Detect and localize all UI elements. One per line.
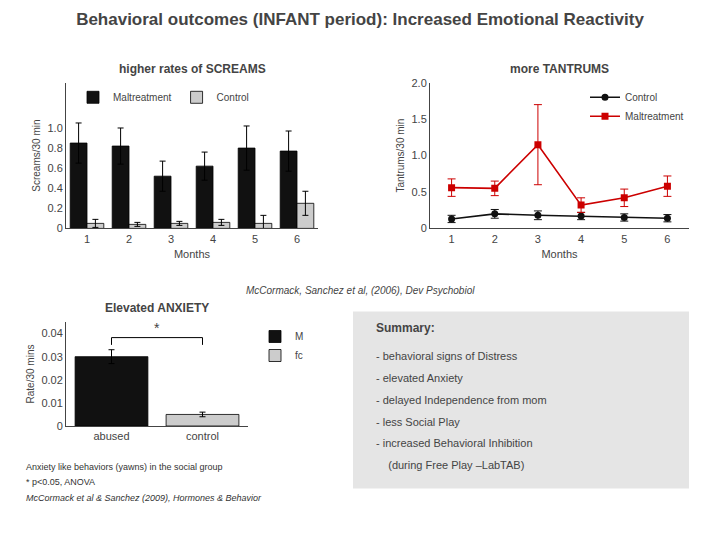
svg-text:Behavioral outcomes (INFANT pe: Behavioral outcomes (INFANT period): Inc… <box>76 10 644 29</box>
svg-text:0.6: 0.6 <box>48 162 63 174</box>
svg-text:1.0: 1.0 <box>412 149 427 161</box>
svg-text:1: 1 <box>449 233 455 245</box>
svg-text:Months: Months <box>541 248 578 260</box>
svg-text:0.5: 0.5 <box>412 186 427 198</box>
svg-text:Months: Months <box>174 248 211 260</box>
svg-text:0: 0 <box>57 420 63 432</box>
svg-text:0.02: 0.02 <box>41 374 62 386</box>
svg-text:Maltreatment: Maltreatment <box>625 111 684 122</box>
svg-text:1.0: 1.0 <box>48 122 63 134</box>
svg-text:Control: Control <box>217 92 249 103</box>
svg-text:0: 0 <box>57 222 63 234</box>
svg-text:1: 1 <box>84 233 90 245</box>
svg-text:Maltreatment: Maltreatment <box>113 92 172 103</box>
svg-text:1.5: 1.5 <box>412 113 427 125</box>
svg-text:fc: fc <box>295 350 303 361</box>
svg-text:0.4: 0.4 <box>48 182 63 194</box>
svg-text:(during Free Play –LabTAB): (during Free Play –LabTAB) <box>376 459 524 471</box>
svg-text:4: 4 <box>578 233 584 245</box>
svg-text:- increased Behavioral Inhibit: - increased Behavioral Inhibition <box>376 437 533 449</box>
svg-text:*: * <box>154 320 160 336</box>
svg-text:Screams/30 min: Screams/30 min <box>32 119 43 191</box>
svg-text:abused: abused <box>93 430 129 442</box>
svg-text:- less Social Play: - less Social Play <box>376 416 460 428</box>
svg-text:5: 5 <box>252 233 258 245</box>
svg-text:* p<0.05, ANOVA: * p<0.05, ANOVA <box>26 477 95 487</box>
svg-text:Control: Control <box>625 92 657 103</box>
svg-text:control: control <box>186 430 219 442</box>
svg-text:McCormack et al & Sanchez (200: McCormack et al & Sanchez (2009), Hormon… <box>26 493 262 503</box>
svg-text:0: 0 <box>421 222 427 234</box>
svg-text:6: 6 <box>294 233 300 245</box>
svg-text:Summary:: Summary: <box>376 321 435 335</box>
svg-text:0.8: 0.8 <box>48 142 63 154</box>
svg-text:5: 5 <box>621 233 627 245</box>
svg-text:2: 2 <box>492 233 498 245</box>
svg-text:0.01: 0.01 <box>41 397 62 409</box>
svg-text:Rate/30 mins: Rate/30 mins <box>25 345 36 404</box>
svg-text:McCormack, Sanchez et al, (200: McCormack, Sanchez et al, (2006), Dev Ps… <box>246 285 475 296</box>
svg-text:3: 3 <box>535 233 541 245</box>
svg-text:0.04: 0.04 <box>41 327 62 339</box>
svg-text:- delayed Independence from mo: - delayed Independence from mom <box>376 394 547 406</box>
svg-text:6: 6 <box>664 233 670 245</box>
svg-text:0.03: 0.03 <box>41 351 62 363</box>
svg-text:Anxiety like behaviors (yawns): Anxiety like behaviors (yawns) in the so… <box>26 462 223 472</box>
svg-text:3: 3 <box>168 233 174 245</box>
svg-text:M: M <box>295 331 303 342</box>
svg-text:0.2: 0.2 <box>48 202 63 214</box>
svg-text:Elevated ANXIETY: Elevated ANXIETY <box>105 301 209 315</box>
svg-text:- behavioral signs of Distress: - behavioral signs of Distress <box>376 350 518 362</box>
svg-text:4: 4 <box>210 233 216 245</box>
svg-text:Tantrums/30 min: Tantrums/30 min <box>396 119 407 193</box>
svg-text:2: 2 <box>126 233 132 245</box>
svg-text:2.0: 2.0 <box>412 77 427 89</box>
svg-text:higher rates of SCREAMS: higher rates of SCREAMS <box>119 62 266 76</box>
svg-text:- elevated Anxiety: - elevated Anxiety <box>376 372 463 384</box>
svg-text:more TANTRUMS: more TANTRUMS <box>510 62 609 76</box>
